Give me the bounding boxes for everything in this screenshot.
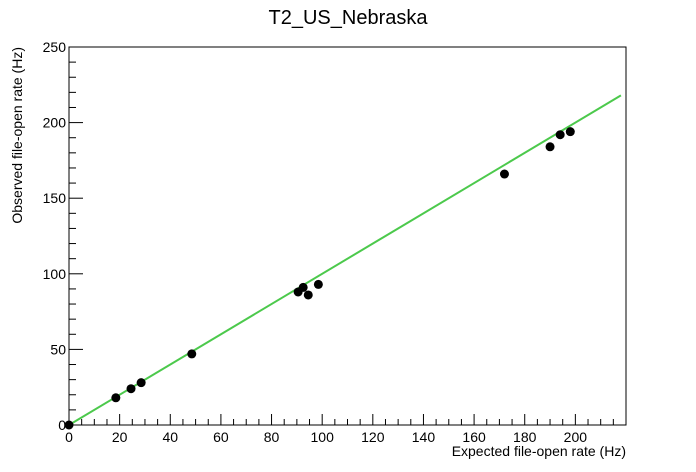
y-tick-label: 200 [43,115,67,131]
x-tick-label: 120 [361,429,385,445]
x-tick-label: 200 [564,429,588,445]
data-point [64,420,74,430]
x-tick-label: 100 [311,429,335,445]
data-point [555,130,565,140]
data-point [545,142,555,152]
data-point [313,279,323,289]
y-tick-label: 250 [43,39,67,55]
y-tick-label: 50 [50,341,66,357]
plot-frame [68,46,627,426]
data-point [187,349,197,359]
data-point [126,384,136,394]
x-tick-label: 160 [462,429,486,445]
x-tick-label: 60 [213,429,229,445]
data-point [303,290,313,300]
x-axis-label: Expected file-open rate (Hz) [452,443,626,459]
y-axis-label: Observed file-open rate (Hz) [9,47,25,224]
x-tick-label: 20 [112,429,128,445]
y-tick-label: 150 [43,190,67,206]
x-tick-label: 0 [65,429,73,445]
chart-title: T2_US_Nebraska [269,7,429,29]
x-axis: 0 20 40 60 80 100 120 140 160 180 200 [65,414,627,445]
data-point [298,282,308,292]
plot-area [64,94,622,430]
x-tick-label: 180 [513,429,537,445]
x-tick-label: 80 [264,429,280,445]
fit-line [68,94,622,426]
data-point [565,127,575,137]
y-axis: 0 50 100 150 200 250 [43,39,83,433]
x-tick-label: 140 [412,429,436,445]
data-point [499,169,509,179]
data-point [111,393,121,403]
data-point [136,378,146,388]
y-tick-label: 100 [43,266,67,282]
x-tick-label: 40 [162,429,178,445]
y-tick-label: 0 [58,417,66,433]
